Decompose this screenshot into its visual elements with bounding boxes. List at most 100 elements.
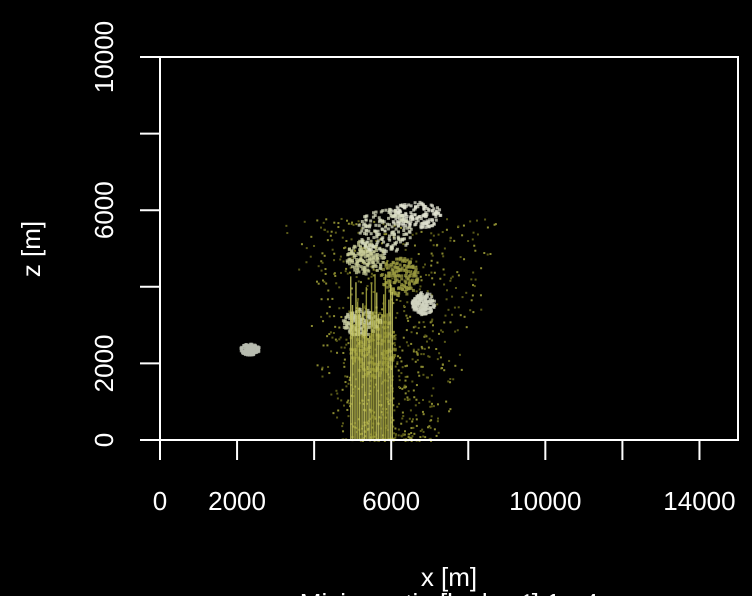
- plume-cell: [389, 288, 393, 292]
- plume-speck: [430, 419, 433, 422]
- plume-speck: [372, 311, 375, 314]
- plume-cell: [401, 204, 405, 208]
- plume-speck: [407, 280, 410, 283]
- plume-speck: [421, 347, 424, 350]
- plume-cell: [377, 216, 381, 220]
- plume-cell: [369, 256, 373, 260]
- plume-speck: [457, 306, 460, 309]
- plume-cell: [355, 264, 359, 268]
- plume-cell: [350, 314, 354, 318]
- plume-speck: [415, 398, 418, 401]
- plume-speck: [320, 226, 323, 229]
- plume-speck: [388, 314, 391, 317]
- chart-caption: Mixing ratio [kg kg⁻¹] 1e-4: [300, 588, 598, 596]
- plume-speck: [331, 297, 334, 300]
- plume-speck: [309, 255, 312, 258]
- plume-speck: [426, 290, 429, 293]
- plume-cell: [425, 219, 429, 223]
- plume-cell: [241, 350, 245, 354]
- plume-cell: [392, 233, 396, 237]
- plume-speck: [321, 375, 324, 378]
- plume-speck: [398, 375, 401, 378]
- plume-speck: [476, 233, 479, 236]
- plume-cell: [400, 237, 404, 241]
- plume-speck: [457, 274, 460, 277]
- plume-speck: [350, 287, 353, 290]
- plume-cell: [365, 249, 369, 253]
- plume-speck: [467, 240, 470, 243]
- plume-speck: [439, 356, 442, 359]
- plume-cell: [405, 220, 409, 224]
- plume-cell: [416, 300, 420, 304]
- plume-speck: [417, 371, 420, 374]
- plume-speck: [411, 380, 414, 383]
- plume-cell: [372, 256, 376, 260]
- plume-cell: [416, 308, 420, 312]
- plume-speck: [408, 398, 411, 401]
- plume-speck: [346, 375, 349, 378]
- plume-speck: [405, 329, 408, 332]
- plume-cell: [424, 308, 428, 312]
- plume-speck: [415, 332, 418, 335]
- plume-cell: [379, 254, 383, 258]
- plume-cell: [410, 213, 414, 217]
- plume-cell: [368, 225, 372, 229]
- plume-cell: [408, 215, 412, 219]
- plume-speck: [405, 420, 408, 423]
- plume-cell: [359, 254, 363, 258]
- plume-cell: [363, 246, 367, 250]
- plume-cell: [390, 268, 394, 272]
- plume-field: [239, 200, 497, 442]
- plume-speck: [443, 283, 446, 286]
- plume-speck: [449, 236, 452, 239]
- plume-cell: [358, 250, 362, 254]
- plume-speck: [459, 314, 462, 317]
- plume-cell: [374, 230, 378, 234]
- plume-speck: [456, 271, 459, 274]
- plume-cell: [386, 266, 390, 270]
- plume-cell: [393, 265, 397, 269]
- plume-speck: [414, 360, 417, 363]
- plume-cell: [383, 229, 387, 233]
- plume-speck: [321, 366, 324, 369]
- plume-speck: [391, 277, 394, 280]
- plume-speck: [418, 374, 421, 377]
- plume-cell: [400, 274, 404, 278]
- plume-speck: [352, 391, 355, 394]
- plume-speck: [322, 320, 325, 323]
- plume-cell: [353, 356, 357, 360]
- plume-speck: [321, 261, 324, 264]
- plume-speck: [486, 253, 489, 256]
- plume-cell: [426, 304, 430, 308]
- plume-cell: [393, 337, 397, 341]
- plume-cell: [407, 203, 411, 207]
- plume-speck: [462, 224, 465, 227]
- plume-speck: [342, 260, 345, 263]
- plume-cell: [356, 268, 360, 272]
- plume-cell: [389, 247, 393, 251]
- plume-cell: [369, 245, 373, 249]
- plume-cell: [343, 319, 347, 323]
- plume-speck: [345, 239, 348, 242]
- plume-speck: [414, 325, 417, 328]
- plume-cell: [403, 257, 407, 261]
- plume-cell: [377, 224, 381, 228]
- plume-speck: [472, 284, 475, 287]
- plume-speck: [328, 333, 331, 336]
- plume-cell: [430, 209, 434, 213]
- plume-cell: [366, 253, 370, 257]
- plume-cell: [350, 318, 354, 322]
- plume-speck: [339, 258, 342, 261]
- plume-speck: [425, 340, 428, 343]
- plume-cell: [379, 210, 383, 214]
- plume-speck: [325, 218, 328, 221]
- plume-speck: [392, 419, 395, 422]
- plume-cell: [430, 299, 434, 303]
- plume-speck: [372, 274, 375, 277]
- plume-cell: [413, 271, 417, 275]
- plume-speck: [474, 278, 477, 281]
- plume-speck: [392, 404, 395, 407]
- plume-cell: [378, 266, 382, 270]
- plume-speck: [334, 231, 337, 234]
- plume-speck: [429, 426, 432, 429]
